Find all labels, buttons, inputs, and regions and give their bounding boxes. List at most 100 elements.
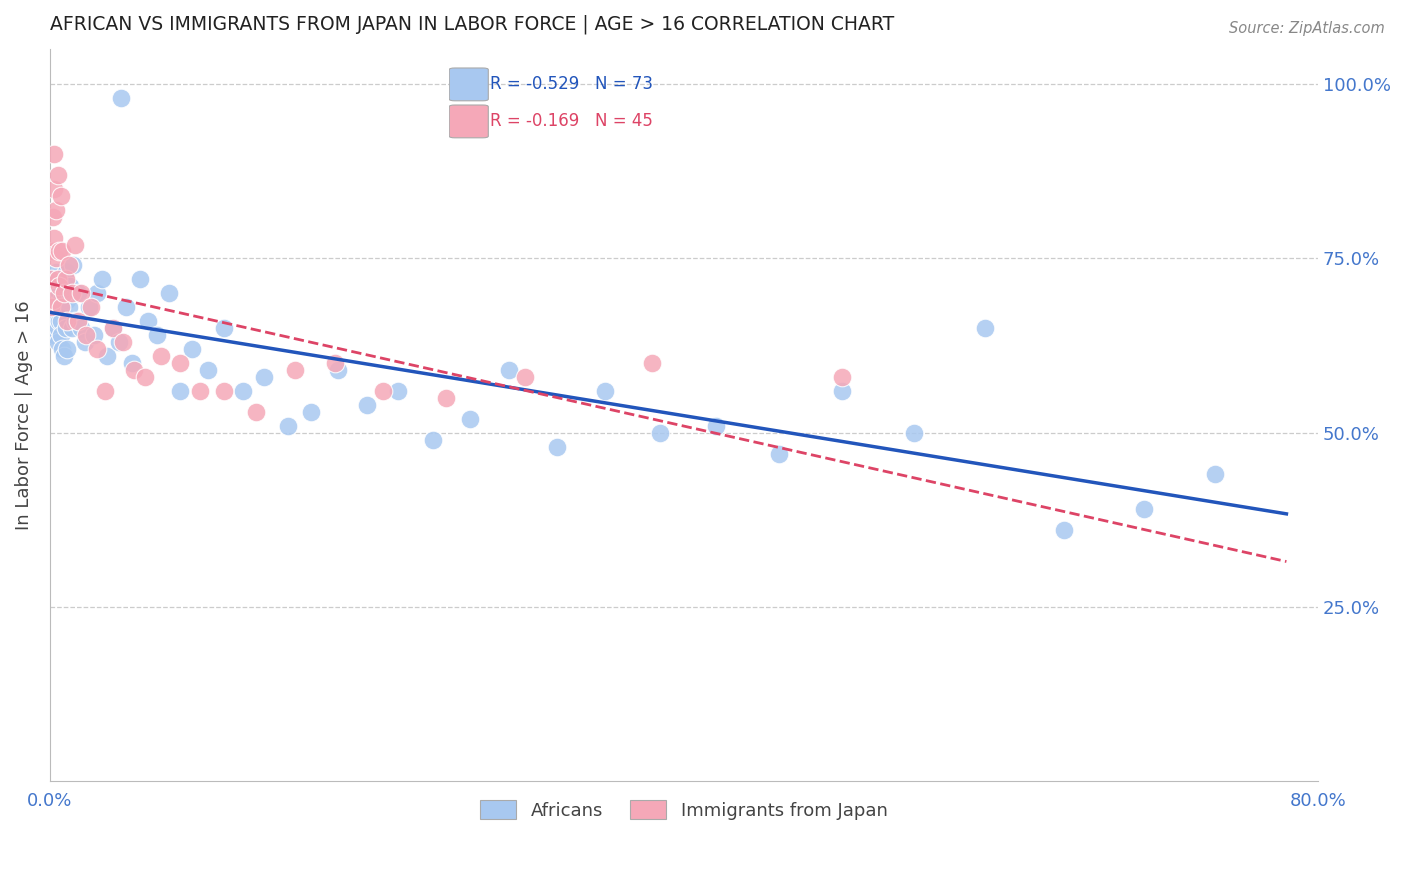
Point — [169, 384, 191, 398]
Point — [48, 244, 70, 259]
Point — [42, 210, 65, 224]
Point — [42, 293, 65, 308]
Point — [70, 286, 93, 301]
Point — [831, 384, 853, 398]
Point — [79, 300, 101, 314]
Point — [63, 314, 86, 328]
Point — [299, 405, 322, 419]
Point — [108, 334, 131, 349]
Point — [903, 425, 925, 440]
Point — [55, 321, 77, 335]
Point — [67, 314, 90, 328]
Point — [42, 272, 65, 286]
Point — [48, 279, 70, 293]
Point — [45, 307, 67, 321]
Point — [52, 349, 75, 363]
Point — [55, 272, 77, 286]
Point — [49, 300, 72, 314]
Point — [91, 272, 114, 286]
Point — [80, 300, 103, 314]
Point — [157, 286, 180, 301]
Point — [134, 370, 156, 384]
Point — [146, 328, 169, 343]
Point — [42, 244, 65, 259]
Point — [48, 286, 70, 301]
Point — [245, 405, 267, 419]
Point — [122, 363, 145, 377]
Point — [96, 349, 118, 363]
Point — [181, 342, 204, 356]
Point — [284, 363, 307, 377]
Point — [831, 370, 853, 384]
Point — [46, 334, 69, 349]
Point — [42, 321, 65, 335]
Point — [515, 370, 537, 384]
Point — [129, 272, 152, 286]
Point — [974, 321, 997, 335]
Point — [52, 272, 75, 286]
Point — [44, 147, 66, 161]
Point — [328, 363, 350, 377]
Point — [1132, 502, 1154, 516]
Point — [356, 398, 378, 412]
Point — [121, 356, 143, 370]
Point — [641, 356, 664, 370]
Point — [48, 314, 70, 328]
Point — [70, 321, 93, 335]
Point — [55, 265, 77, 279]
Point — [45, 202, 67, 217]
Point — [49, 328, 72, 343]
Point — [56, 342, 79, 356]
Point — [39, 300, 62, 314]
Point — [83, 328, 105, 343]
Point — [51, 342, 73, 356]
Point — [86, 286, 108, 301]
Point — [101, 321, 124, 335]
Point — [45, 265, 67, 279]
Point — [323, 356, 346, 370]
Point — [46, 321, 69, 335]
Point — [101, 321, 124, 335]
Y-axis label: In Labor Force | Age > 16: In Labor Force | Age > 16 — [15, 301, 32, 530]
Point — [387, 384, 409, 398]
Point — [44, 328, 66, 343]
Point — [46, 272, 69, 286]
Text: Source: ZipAtlas.com: Source: ZipAtlas.com — [1229, 21, 1385, 36]
Point — [45, 252, 67, 266]
Point — [56, 293, 79, 308]
Point — [197, 363, 219, 377]
Point — [212, 384, 235, 398]
Point — [44, 286, 66, 301]
Point — [768, 446, 790, 460]
Point — [63, 237, 86, 252]
Point — [46, 168, 69, 182]
Point — [39, 307, 62, 321]
Point — [498, 363, 520, 377]
Point — [44, 230, 66, 244]
Point — [111, 334, 134, 349]
Point — [60, 321, 83, 335]
Point — [232, 384, 254, 398]
Legend: Africans, Immigrants from Japan: Africans, Immigrants from Japan — [472, 793, 894, 827]
Point — [650, 425, 672, 440]
Point — [39, 272, 62, 286]
Point — [49, 314, 72, 328]
Point — [86, 342, 108, 356]
Point — [44, 182, 66, 196]
Point — [52, 286, 75, 301]
Point — [67, 286, 90, 301]
Point — [51, 244, 73, 259]
Point — [188, 384, 211, 398]
Point — [51, 300, 73, 314]
Point — [49, 293, 72, 308]
Point — [149, 349, 172, 363]
Point — [371, 384, 394, 398]
Point — [73, 334, 96, 349]
Text: AFRICAN VS IMMIGRANTS FROM JAPAN IN LABOR FORCE | AGE > 16 CORRELATION CHART: AFRICAN VS IMMIGRANTS FROM JAPAN IN LABO… — [49, 15, 894, 35]
Point — [114, 300, 136, 314]
Point — [546, 440, 568, 454]
Point — [39, 300, 62, 314]
Point — [45, 314, 67, 328]
Point — [110, 91, 132, 105]
Point — [1053, 523, 1076, 537]
